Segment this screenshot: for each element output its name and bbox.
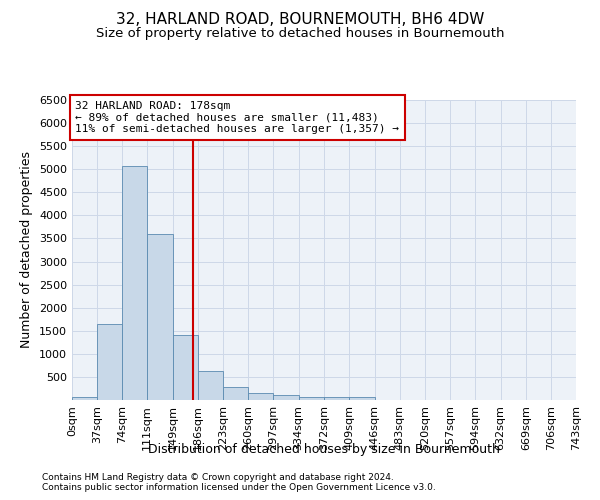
Bar (325, 398, 349, 400)
Bar (147, 234, 173, 400)
Bar (198, 372, 223, 400)
Text: Distribution of detached houses by size in Bournemouth: Distribution of detached houses by size … (148, 442, 500, 456)
Text: 32, HARLAND ROAD, BOURNEMOUTH, BH6 4DW: 32, HARLAND ROAD, BOURNEMOUTH, BH6 4DW (116, 12, 484, 28)
Bar (72, 396, 97, 400)
Text: 32 HARLAND ROAD: 178sqm
← 89% of detached houses are smaller (11,483)
11% of sem: 32 HARLAND ROAD: 178sqm ← 89% of detache… (76, 101, 400, 134)
Bar (122, 166, 147, 400)
Bar (173, 335, 198, 400)
Bar (223, 386, 248, 400)
Bar (248, 394, 274, 400)
Bar (299, 396, 325, 400)
Bar (349, 398, 374, 400)
Text: Contains public sector information licensed under the Open Government Licence v3: Contains public sector information licen… (42, 482, 436, 492)
Text: Contains HM Land Registry data © Crown copyright and database right 2024.: Contains HM Land Registry data © Crown c… (42, 472, 394, 482)
Bar (97, 324, 122, 400)
Bar (274, 396, 299, 400)
Text: Size of property relative to detached houses in Bournemouth: Size of property relative to detached ho… (96, 28, 504, 40)
Y-axis label: Number of detached properties: Number of detached properties (20, 152, 34, 348)
